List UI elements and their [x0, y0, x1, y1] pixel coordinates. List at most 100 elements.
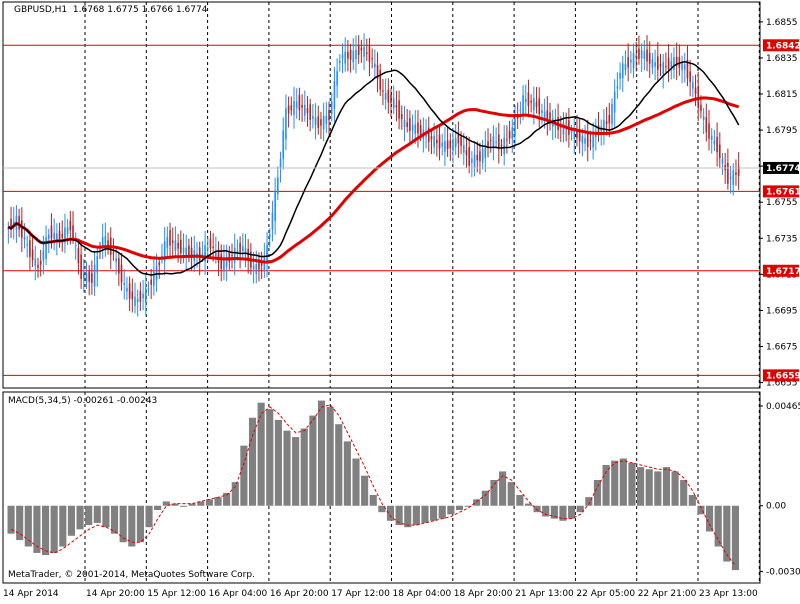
level-label-0: 1.6842 — [766, 41, 800, 51]
candle-body — [673, 57, 675, 71]
candle-body — [721, 158, 724, 164]
candle-body — [147, 288, 150, 290]
candle-body — [365, 52, 368, 54]
candle-body — [64, 227, 66, 243]
candle-body — [479, 151, 481, 162]
macd-histogram-bar — [602, 464, 610, 506]
macd-histogram-bar — [585, 497, 593, 506]
candle-body — [433, 136, 435, 148]
macd-histogram-bar — [361, 475, 369, 506]
candle-body — [45, 237, 47, 259]
candle-body — [80, 254, 82, 279]
candle-body — [390, 94, 392, 104]
macd-histogram-bar — [24, 505, 32, 547]
candle-body — [473, 154, 476, 168]
macd-histogram-bar — [671, 471, 679, 506]
candle-body — [409, 118, 411, 131]
candle-body — [23, 237, 26, 240]
candle-body — [134, 296, 136, 306]
candle-body — [597, 125, 600, 135]
candle-body — [508, 130, 511, 139]
candle-body — [161, 255, 163, 258]
candle-body — [174, 240, 177, 251]
candle-body — [608, 114, 611, 124]
candle-body — [126, 287, 128, 292]
level-label-3: 1.6659 — [766, 371, 800, 381]
candle-body — [541, 110, 543, 113]
candle-body — [10, 218, 12, 230]
macd-histogram-bar — [257, 402, 265, 506]
candle-body — [306, 108, 309, 114]
candle-body — [314, 117, 317, 126]
macd-histogram-bar — [162, 501, 170, 506]
candle-body — [128, 283, 131, 299]
candle-body — [104, 236, 107, 245]
candle-body — [212, 246, 214, 248]
candle-body — [120, 264, 123, 283]
candle-body — [260, 262, 263, 266]
candle-body — [201, 253, 204, 256]
candle-body — [398, 100, 400, 119]
x-tick-label-11: 23 Apr 13:00 — [699, 589, 758, 599]
macd-histogram-bar — [41, 505, 50, 556]
macd-histogram-bar — [110, 505, 119, 534]
candle-body — [91, 273, 93, 283]
candle-body — [530, 100, 532, 103]
macd-histogram-bar — [154, 505, 162, 511]
macd-histogram-bar — [205, 499, 213, 506]
macd-histogram-bar — [550, 505, 558, 519]
macd-histogram-bar — [352, 458, 360, 506]
macd-histogram-bar — [395, 505, 403, 526]
candle-body — [613, 91, 616, 113]
candle-body — [83, 273, 85, 279]
candle-body — [241, 246, 244, 252]
candle-body — [705, 117, 708, 133]
candle-body — [689, 71, 691, 82]
candle-body — [481, 149, 484, 163]
candle-body — [702, 116, 705, 120]
macd-histogram-bar — [59, 505, 67, 547]
candle-body — [533, 98, 535, 111]
candle-body — [53, 232, 55, 239]
candle-body — [309, 104, 311, 120]
candle-body — [330, 101, 333, 114]
candle-body — [683, 64, 686, 70]
candle-body — [694, 87, 697, 94]
current-price-label: 1.6774 — [766, 164, 800, 174]
macd-histogram-bar — [611, 460, 619, 506]
candle-body — [61, 233, 64, 238]
candle-body — [277, 177, 279, 194]
candle-body — [142, 293, 144, 299]
candle-body — [484, 144, 487, 158]
macd-histogram-bar — [386, 505, 395, 521]
macd-histogram-bar — [490, 479, 498, 506]
macd-histogram-bar — [214, 497, 222, 506]
candle-body — [619, 72, 621, 79]
candle-body — [400, 113, 403, 120]
candle-body — [231, 255, 233, 257]
candle-body — [419, 125, 422, 135]
candle-body — [182, 247, 185, 253]
candle-body — [206, 247, 209, 249]
macd-signal-line — [11, 404, 737, 567]
macd-histogram-bar — [240, 445, 248, 506]
candle-body — [131, 291, 134, 300]
macd-histogram-bar — [438, 505, 446, 519]
candle-body — [406, 122, 408, 127]
candle-body — [727, 162, 729, 184]
candle-body — [616, 86, 619, 89]
candle-body — [436, 139, 438, 144]
x-tick-label-0: 14 Apr 2014 — [3, 589, 59, 599]
ma-slow-line — [7, 96, 740, 264]
candle-body — [538, 98, 541, 114]
candle-body — [522, 95, 524, 115]
macd-tick-label-1: 0.00 — [766, 502, 786, 512]
candle-body — [500, 145, 503, 147]
candle-body — [47, 234, 50, 239]
candle-body — [678, 56, 681, 68]
x-tick-label-6: 18 Apr 04:00 — [393, 589, 452, 599]
macd-tick-label-0: 0.00465 — [766, 402, 800, 412]
candle-body — [562, 122, 565, 135]
